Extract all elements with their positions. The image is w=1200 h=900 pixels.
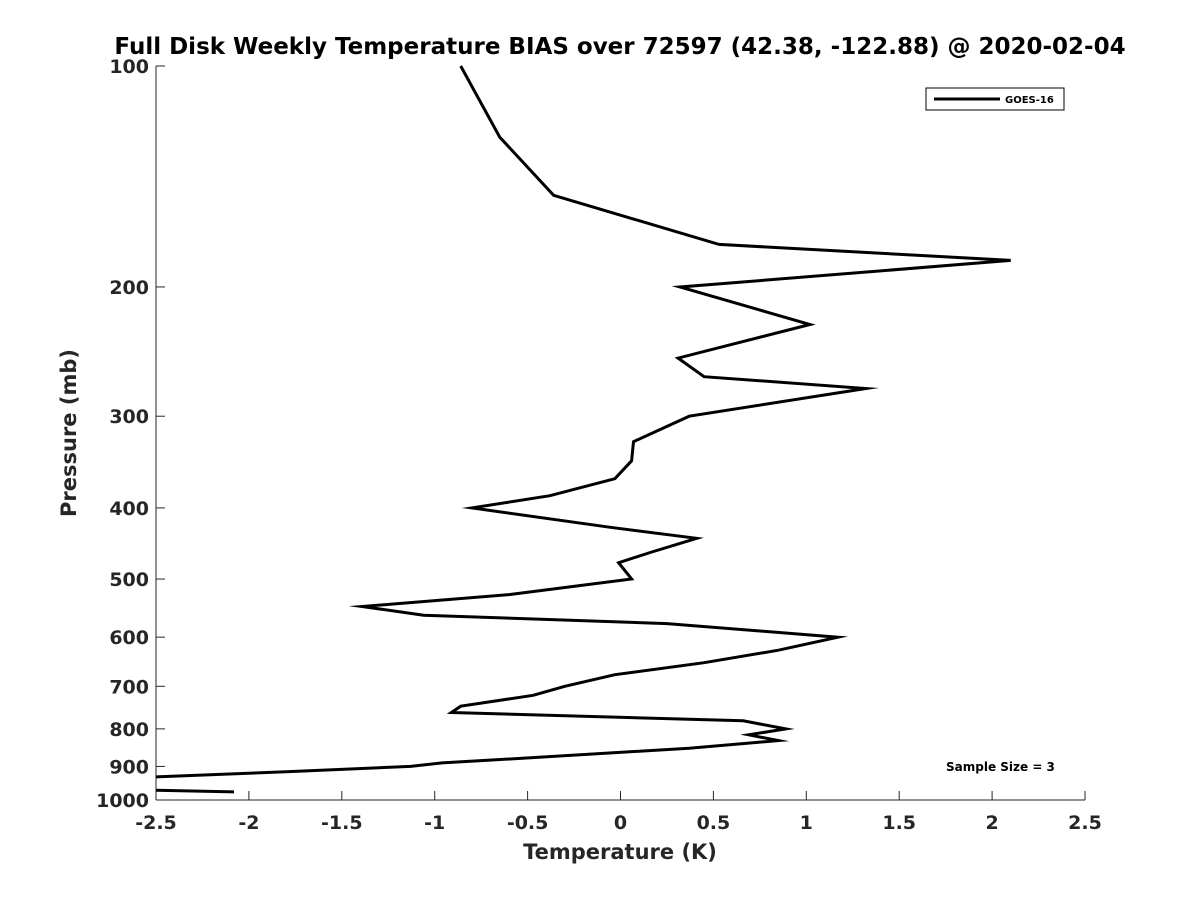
y-tick-label: 400 xyxy=(109,498,149,520)
sample-size-annotation: Sample Size = 3 xyxy=(946,760,1055,774)
y-tick-label: 500 xyxy=(109,569,149,591)
x-axis-label: Temperature (K) xyxy=(523,840,717,864)
y-tick-label: 100 xyxy=(109,56,149,78)
y-tick-label: 800 xyxy=(109,719,149,741)
x-tick-label: 2 xyxy=(985,812,998,834)
x-tick-label: -2 xyxy=(238,812,259,834)
y-tick-label: 200 xyxy=(109,277,149,299)
x-tick-label: 0.5 xyxy=(697,812,731,834)
y-tick-label: 300 xyxy=(109,406,149,428)
legend-label-goes-16: GOES-16 xyxy=(1005,95,1054,106)
y-tick-label: 600 xyxy=(109,627,149,649)
x-tick-label: 1 xyxy=(800,812,813,834)
x-tick-label: 0 xyxy=(614,812,627,834)
x-tick-label: 1.5 xyxy=(882,812,916,834)
x-tick-label: 2.5 xyxy=(1068,812,1102,834)
y-ticks: 100 200 300 400 500 600 700 800 900 1000 xyxy=(96,56,165,812)
legend: GOES-16 xyxy=(925,87,1065,111)
y-tick-label: 900 xyxy=(109,756,149,778)
x-ticks: -2.5 -2 -1.5 -1 -0.5 0 0.5 1 1.5 2 2.5 xyxy=(135,791,1102,834)
y-tick-label: 1000 xyxy=(96,790,149,812)
y-axis-label: Pressure (mb) xyxy=(57,349,81,517)
series-line-0 xyxy=(155,65,1011,779)
y-tick-label: 700 xyxy=(109,676,149,698)
x-tick-label: -1.5 xyxy=(321,812,363,834)
x-tick-label: -0.5 xyxy=(507,812,549,834)
plot-area xyxy=(155,66,1085,801)
x-tick-label: -1 xyxy=(424,812,445,834)
chart-title: Full Disk Weekly Temperature BIAS over 7… xyxy=(114,34,1125,60)
series-layer xyxy=(155,65,1011,794)
series-line-1 xyxy=(155,788,235,794)
x-tick-label: -2.5 xyxy=(135,812,177,834)
